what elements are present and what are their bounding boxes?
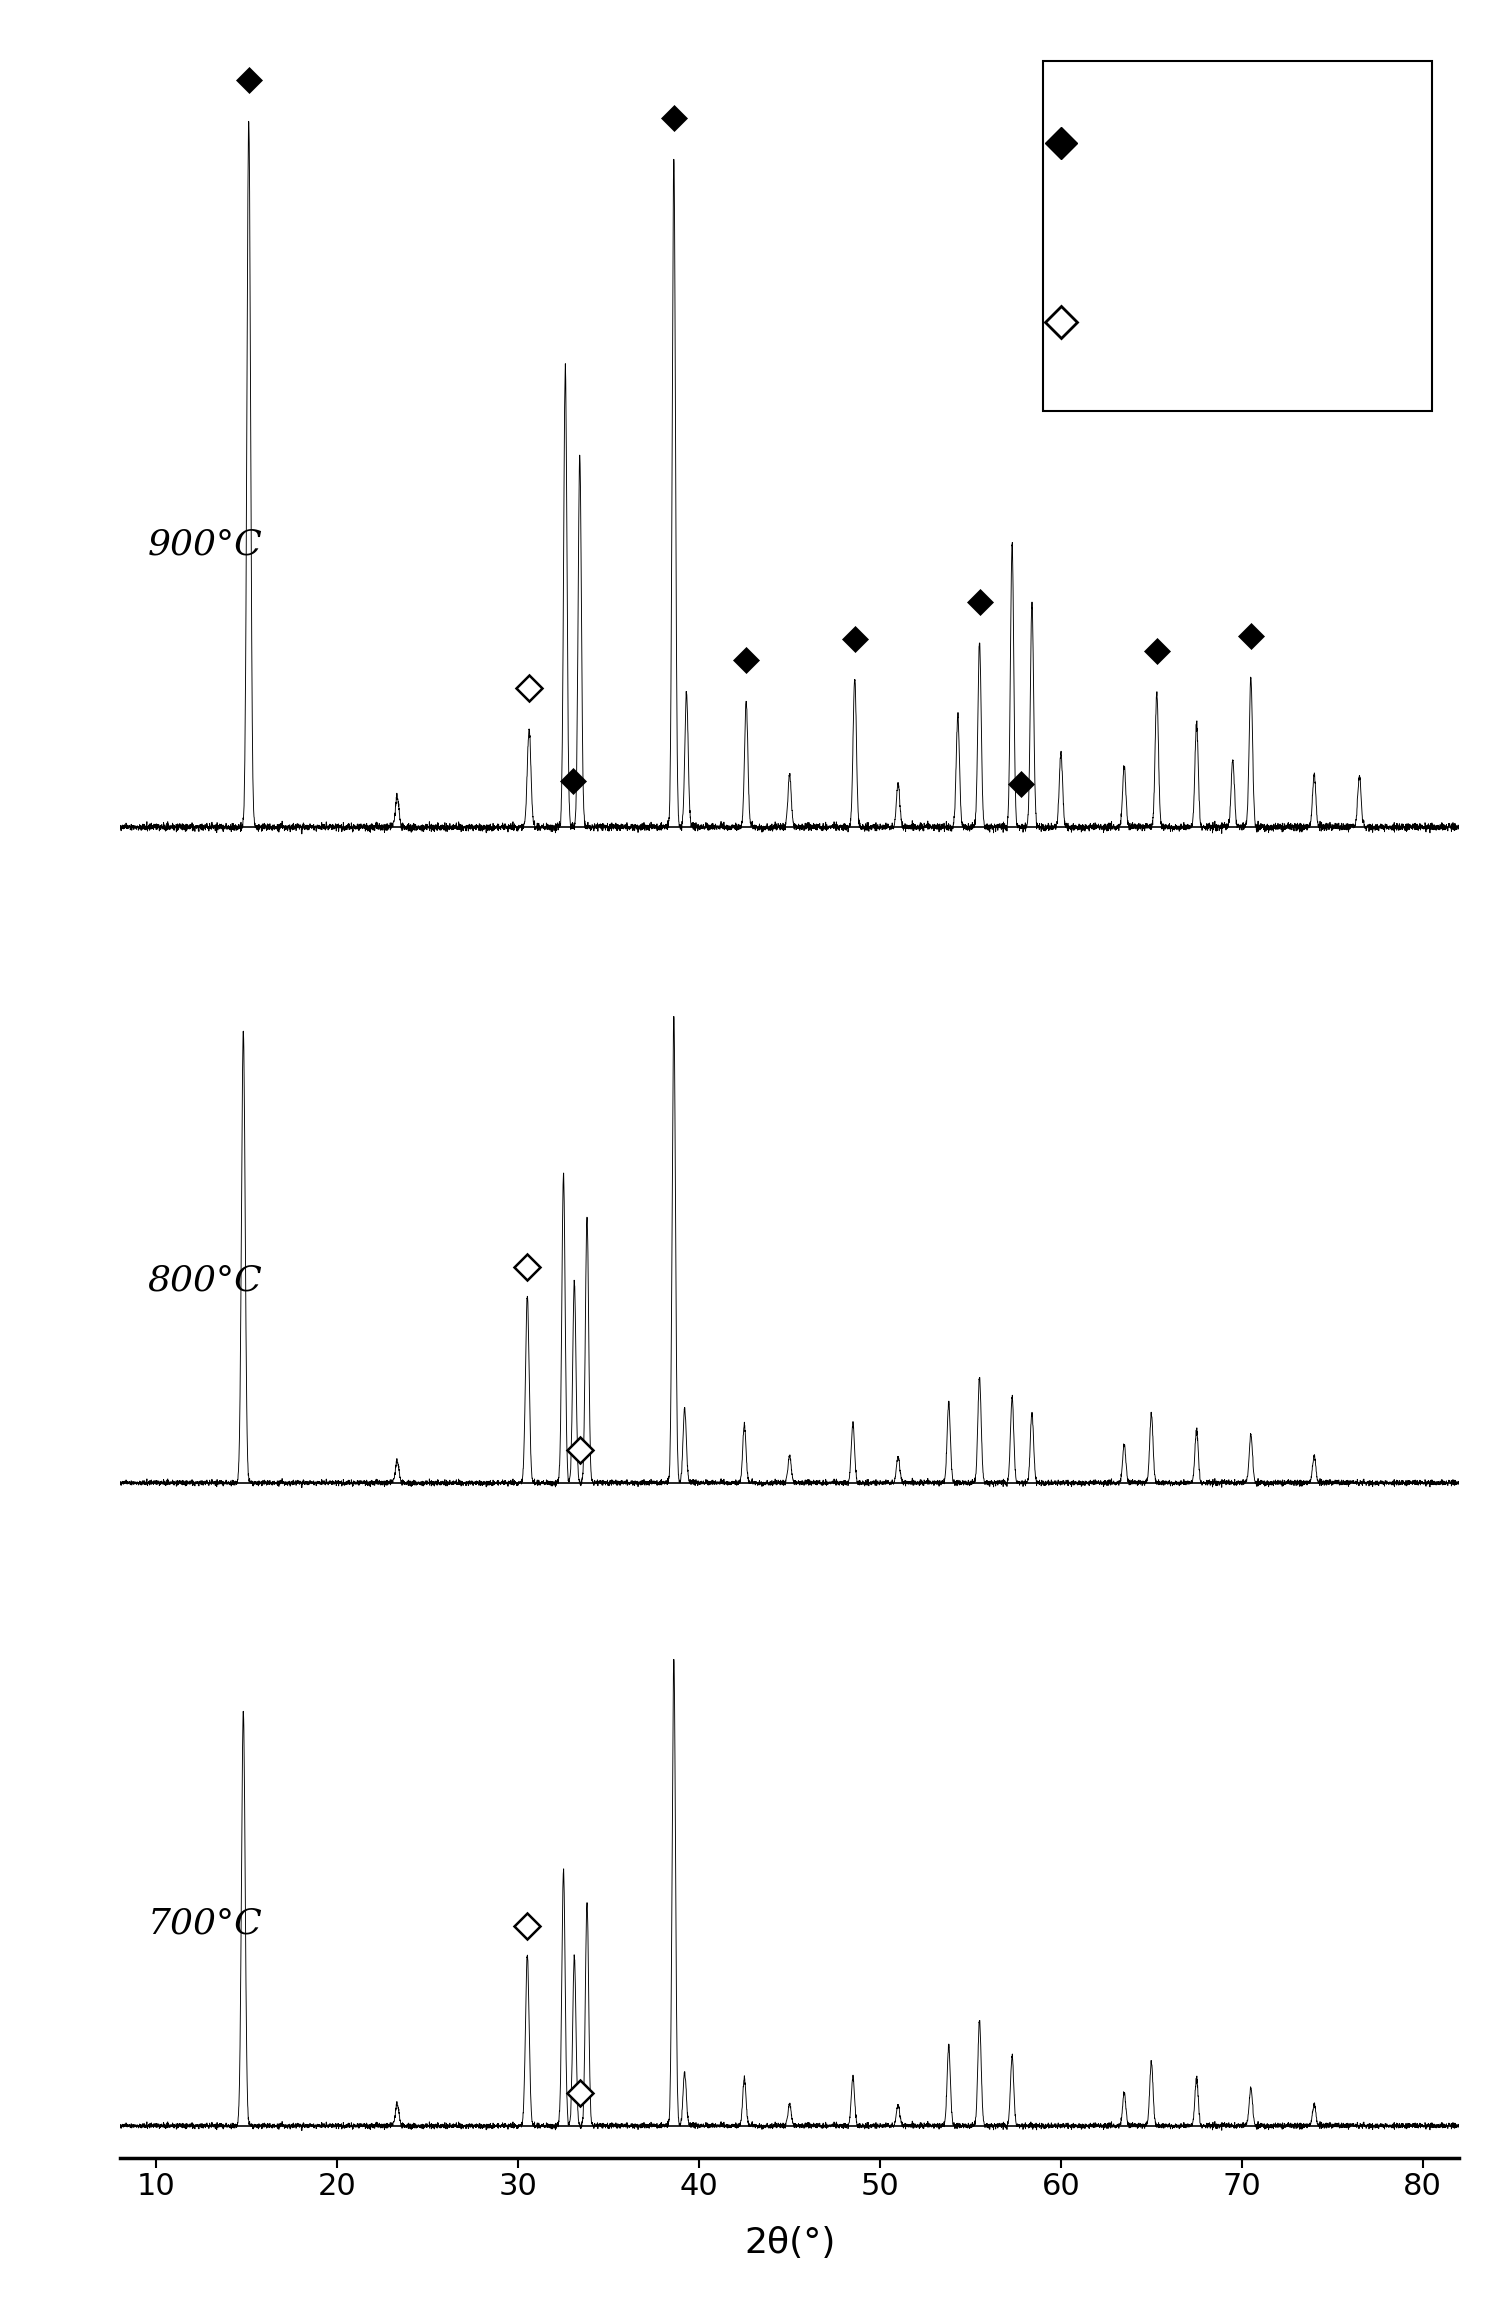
- Text: NaInO$_2$: NaInO$_2$: [1105, 125, 1242, 160]
- Text: 800°C: 800°C: [147, 1264, 262, 1297]
- X-axis label: 2θ(°): 2θ(°): [744, 2227, 835, 2260]
- Text: 700°C: 700°C: [147, 1907, 262, 1942]
- Text: In$_2$O$_3$: In$_2$O$_3$: [1105, 304, 1206, 339]
- FancyBboxPatch shape: [1042, 60, 1432, 411]
- Text: 900°C: 900°C: [147, 527, 262, 561]
